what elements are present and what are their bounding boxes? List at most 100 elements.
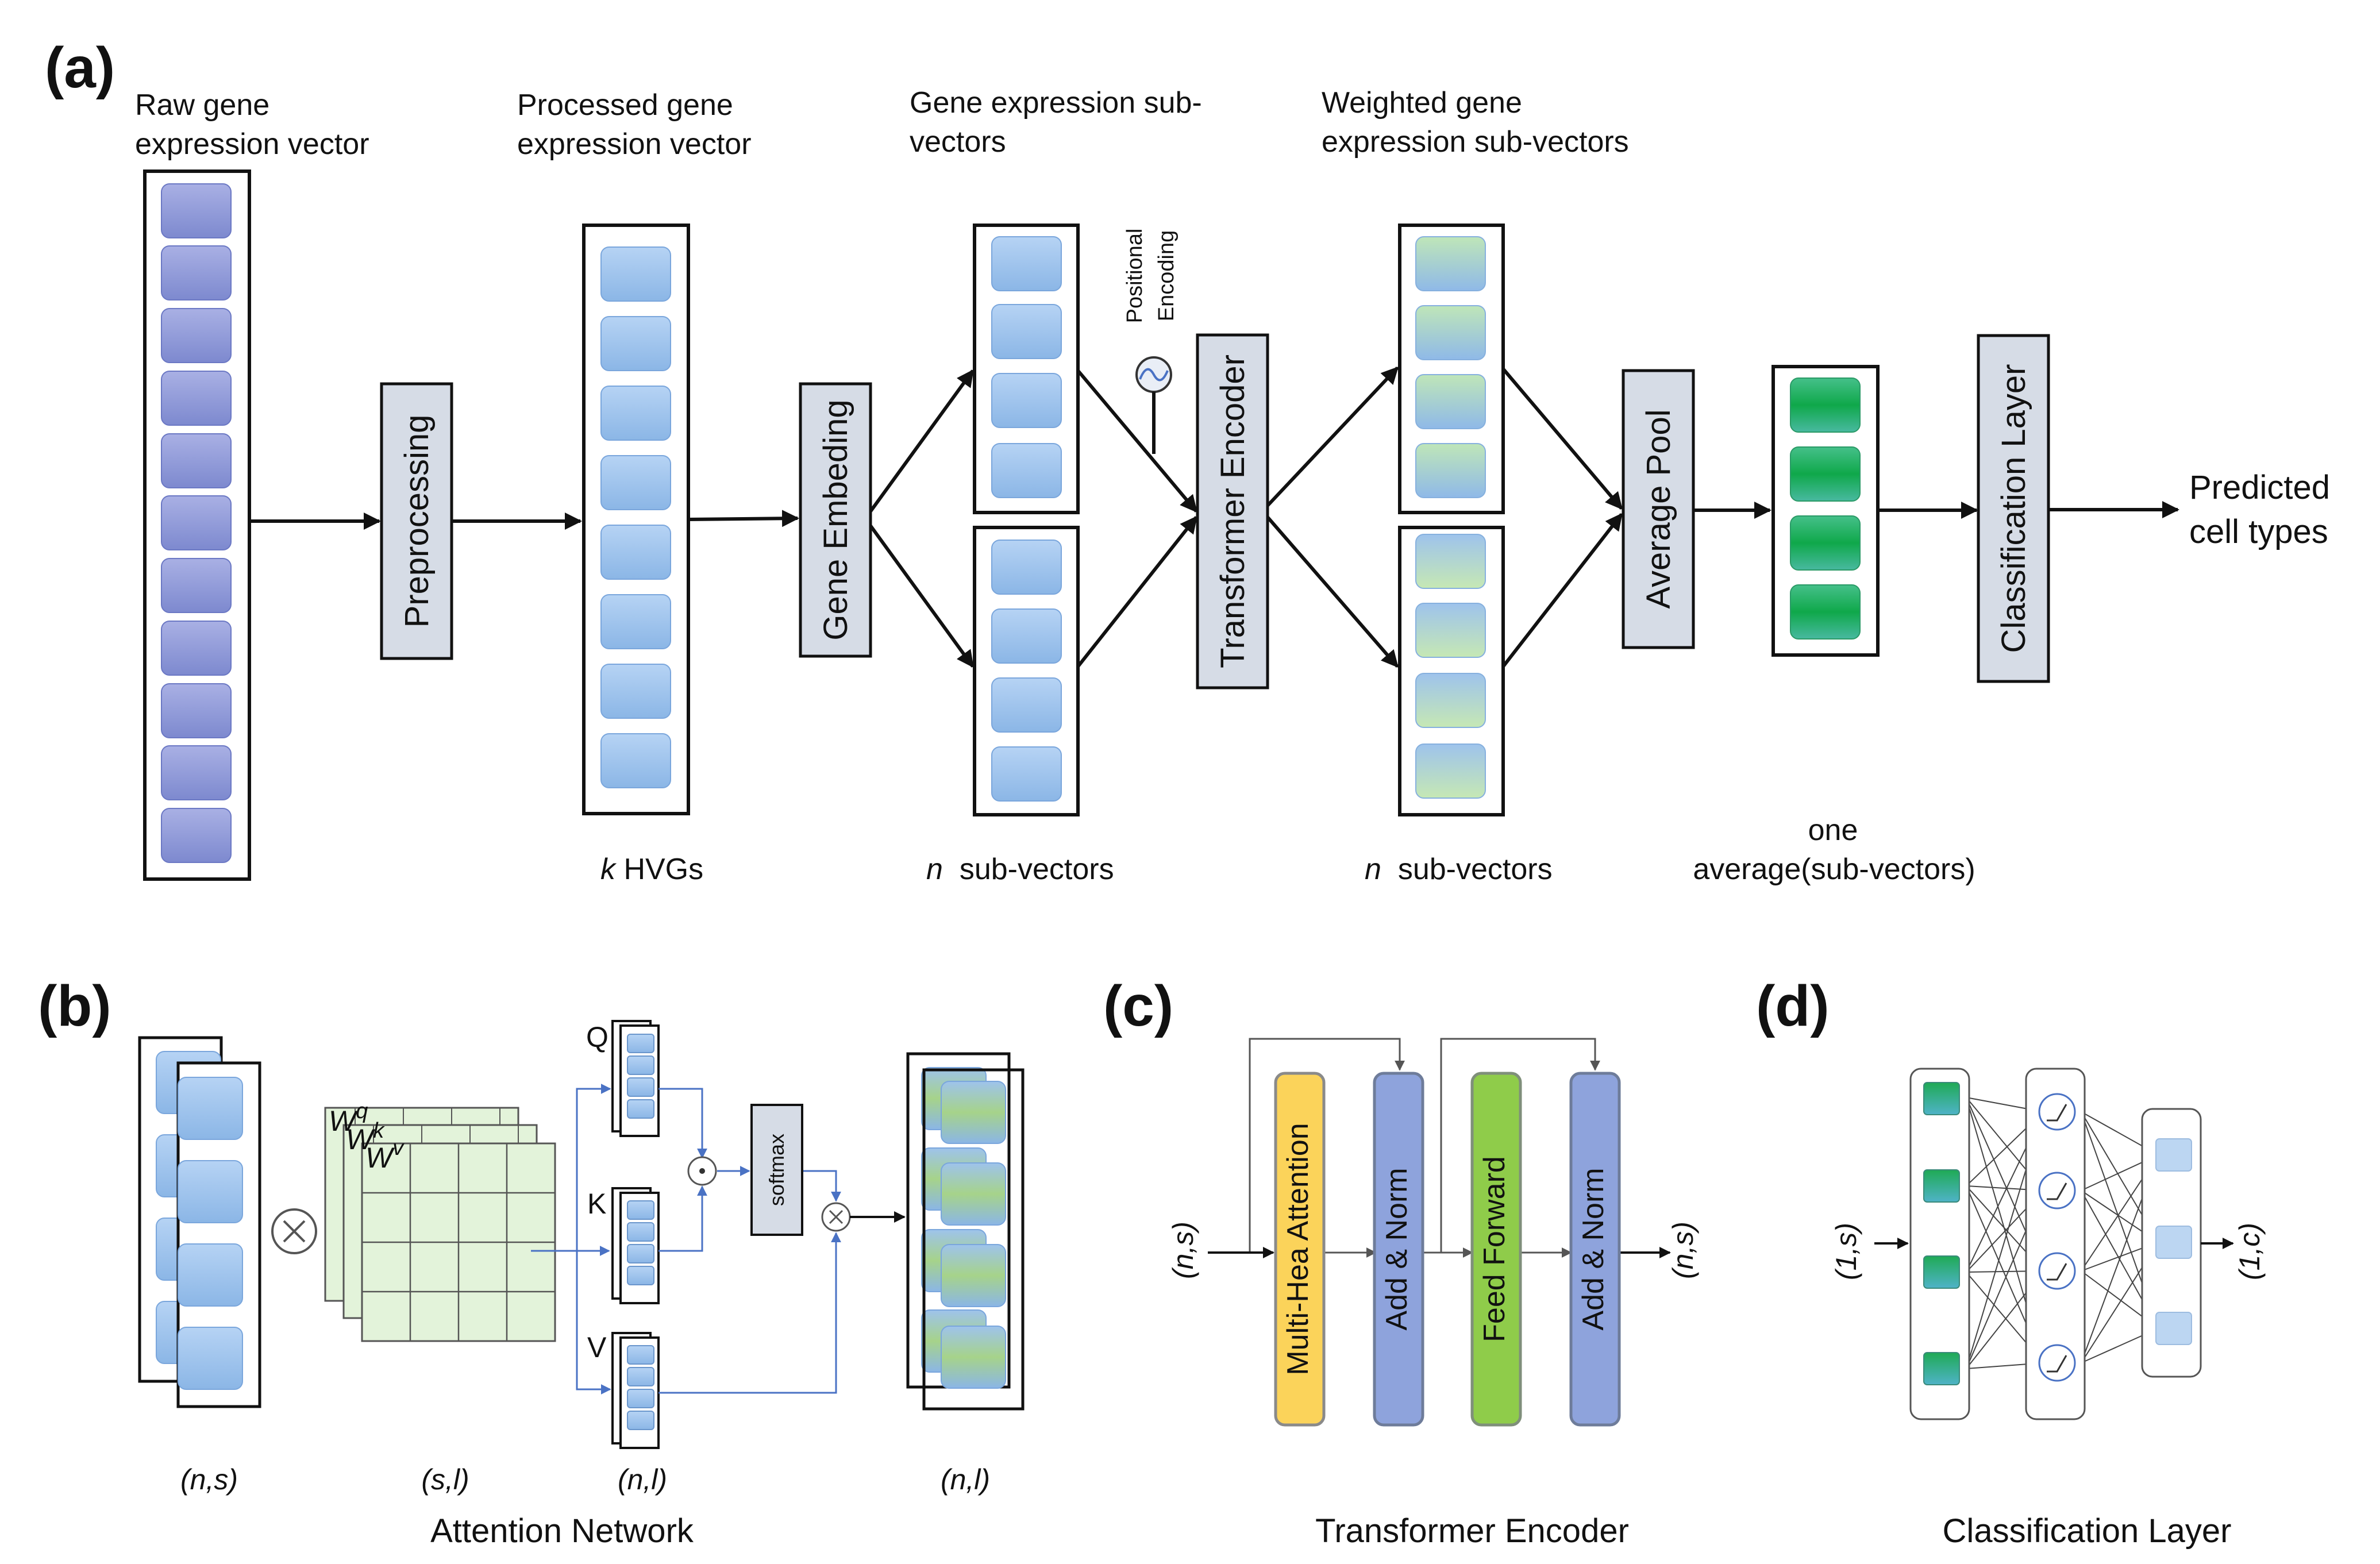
v-stack <box>611 1332 660 1449</box>
predicted-label-1: Predicted <box>2189 469 2330 506</box>
softmax-box: softmax <box>750 1104 803 1236</box>
arrow-subbottom-to-te <box>1076 515 1198 668</box>
ff-label: Feed Forward <box>1478 1156 1511 1342</box>
n-var-1: n <box>926 853 943 886</box>
add-norm-label-2: Add & Norm <box>1577 1168 1610 1330</box>
cls-out-dim: (1,c) <box>2233 1223 2266 1280</box>
positional-encoding-icon <box>1135 356 1172 454</box>
gene-embedding-label: Gene Embeding <box>817 399 854 640</box>
arrow-proc-to-embed <box>688 510 799 527</box>
input-matrix-ns <box>138 1036 261 1408</box>
preprocessing-box: Preprocessing <box>380 382 453 660</box>
w-q-letter: W <box>329 1105 359 1137</box>
classification-layer-caption: Classification Layer <box>1943 1512 2232 1550</box>
average-caption: average(sub-vectors) <box>1693 853 1975 886</box>
n-subvectors-caption-1: n sub-vectors <box>926 853 1114 886</box>
softmax-label: softmax <box>765 1134 788 1206</box>
panel-b-letter: (b) <box>38 974 111 1038</box>
arrow-te-to-weighted-top <box>1266 366 1399 507</box>
arrow-embed-to-sub-bottom <box>869 525 975 668</box>
subvectors-text-1: sub-vectors <box>943 853 1114 886</box>
label-raw-2: expression vector <box>135 128 369 161</box>
average-pool-label: Average Pool <box>1640 409 1677 608</box>
attention-network-caption: Attention Network <box>430 1512 694 1550</box>
encoder-skip-connections <box>1249 1038 1600 1253</box>
panel-c-letter: (c) <box>1103 974 1173 1038</box>
feed-forward-block: Feed Forward <box>1470 1072 1522 1427</box>
panel-a-letter: (a) <box>45 36 115 100</box>
gene-embedding-box: Gene Embeding <box>799 382 872 658</box>
classification-layer-box: Classification Layer <box>1977 334 2050 683</box>
weight-matrices <box>324 1107 556 1342</box>
w-k-symbol: Wk <box>346 1119 385 1155</box>
dim-nl-label-1: (n,l) <box>618 1463 667 1496</box>
dim-ns-label: (n,s) <box>180 1463 238 1496</box>
w-q-symbol: Wq <box>329 1099 368 1137</box>
k-label: K <box>587 1188 606 1220</box>
nn-layer-input <box>1909 1068 1970 1420</box>
attention-output-matrix <box>906 1052 1025 1411</box>
dot-product-icon <box>687 1156 717 1186</box>
transformer-encoder-caption: Transformer Encoder <box>1315 1512 1629 1550</box>
multiply-small-icon <box>821 1202 851 1232</box>
w-v-sup: v <box>392 1136 405 1160</box>
k-stack <box>611 1187 660 1304</box>
average-vector <box>1771 365 1880 657</box>
transformer-encoder-label: Transformer Encoder <box>1214 355 1251 668</box>
attention-connectors <box>531 1084 841 1394</box>
nn-layer-output <box>2141 1108 2202 1378</box>
transformer-encoder-box: Transformer Encoder <box>1196 333 1269 689</box>
q-label: Q <box>586 1021 609 1053</box>
preprocessing-label: Preprocessing <box>398 415 436 628</box>
arrow-subtop-to-te <box>1076 369 1198 513</box>
sub-vector-top <box>973 224 1080 514</box>
multiply-icon <box>271 1208 317 1254</box>
w-k-sup: k <box>373 1119 385 1143</box>
label-raw-1: Raw gene <box>135 88 269 122</box>
nn-layer-hidden <box>2025 1068 2086 1420</box>
encoder-in-dim: (n,s) <box>1167 1222 1199 1279</box>
q-stack <box>611 1020 660 1137</box>
predicted-label-2: cell types <box>2189 513 2328 550</box>
subvectors-text-2: sub-vectors <box>1381 853 1553 886</box>
label-weighted-2: expression sub-vectors <box>1322 125 1629 159</box>
w-q-sup: q <box>356 1099 368 1123</box>
add-norm-block-2: Add & Norm <box>1569 1072 1621 1427</box>
sub-vector-bottom <box>973 526 1080 816</box>
arrow-wbottom-to-pool <box>1501 513 1623 668</box>
dim-sl-label: (s,l) <box>421 1463 469 1496</box>
arrow-wtop-to-pool <box>1501 368 1623 510</box>
w-v-letter: W <box>365 1142 395 1174</box>
label-proc-2: expression vector <box>517 128 752 161</box>
arrow-embed-to-sub-top <box>869 369 975 513</box>
add-norm-label-1: Add & Norm <box>1380 1168 1414 1330</box>
n-subvectors-caption-2: n sub-vectors <box>1365 853 1553 886</box>
label-sub-1: Gene expression sub- <box>910 86 1202 120</box>
label-weighted-1: Weighted gene <box>1322 86 1522 120</box>
classification-layer-label: Classification Layer <box>1995 364 2032 653</box>
processed-gene-vector <box>582 224 690 815</box>
arrow-te-to-weighted-bottom <box>1266 516 1399 668</box>
positional-label-2: Encoding <box>1154 230 1179 321</box>
dim-nl-label-2: (n,l) <box>941 1463 990 1496</box>
k-hvgs-caption: k HVGs <box>600 853 703 886</box>
mha-label: Multi-Hea Attention <box>1281 1123 1315 1375</box>
w-k-letter: W <box>346 1123 376 1155</box>
v-label: V <box>587 1331 607 1363</box>
panel-d-letter: (d) <box>1756 974 1830 1038</box>
k-var: k <box>600 853 617 886</box>
w-v-symbol: Wv <box>365 1136 405 1174</box>
average-pool-box: Average Pool <box>1622 369 1695 649</box>
weighted-sub-vector-bottom <box>1398 526 1505 816</box>
label-sub-2: vectors <box>910 125 1006 159</box>
n-var-2: n <box>1365 853 1381 886</box>
multi-head-attention-block: Multi-Hea Attention <box>1274 1072 1326 1427</box>
cls-in-dim: (1,s) <box>1830 1223 1862 1280</box>
positional-label-1: Positional <box>1123 229 1147 323</box>
encoder-out-dim: (n,s) <box>1667 1222 1699 1279</box>
one-caption: one <box>1808 814 1858 847</box>
hvgs-text: HVGs <box>615 853 703 886</box>
weighted-sub-vector-top <box>1398 224 1505 514</box>
add-norm-block-1: Add & Norm <box>1373 1072 1424 1427</box>
